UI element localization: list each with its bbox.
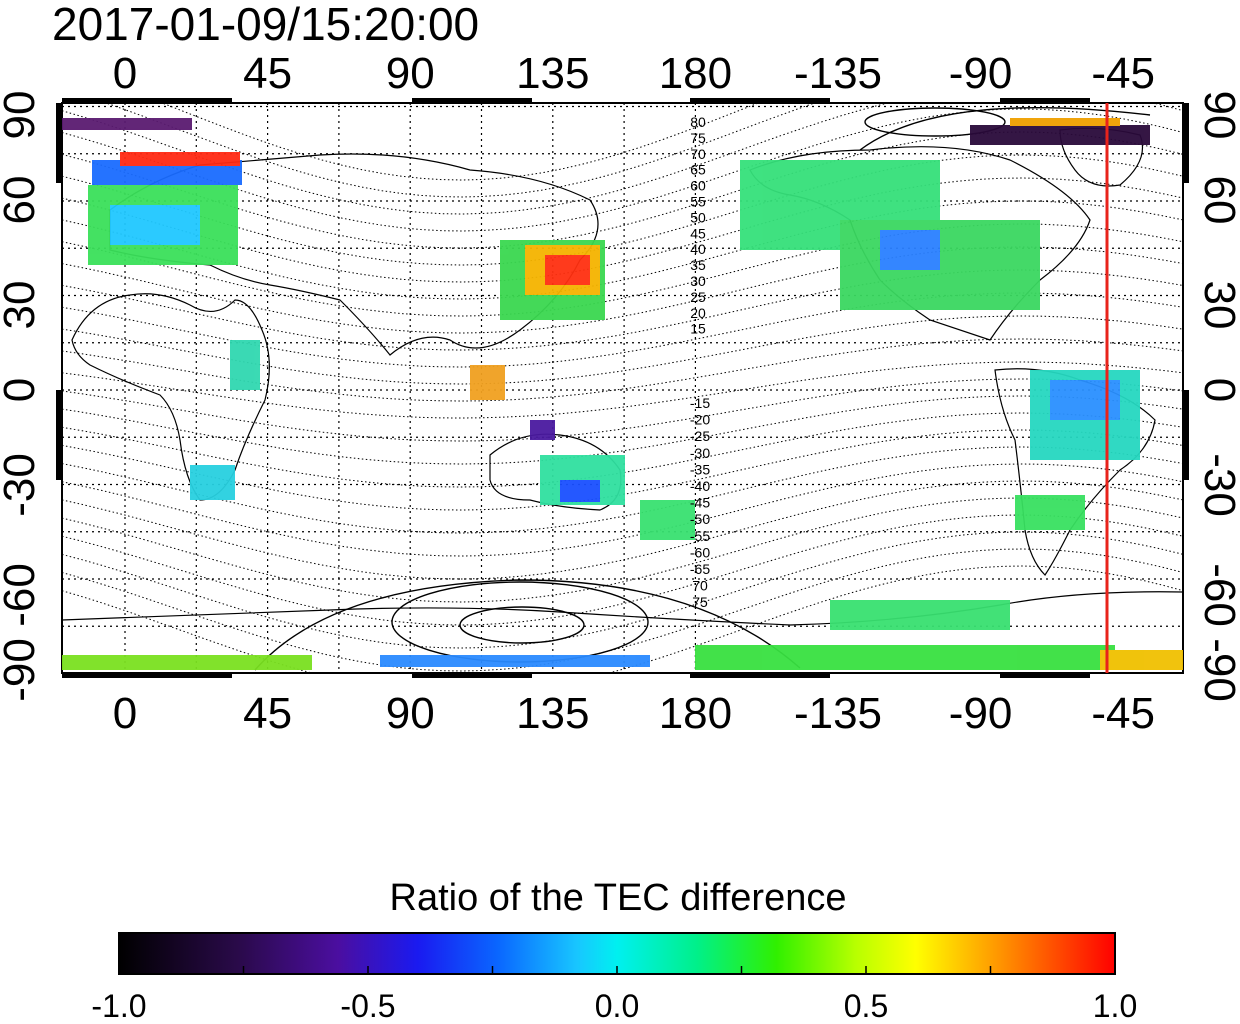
contour-label: -50 — [690, 511, 710, 527]
x-axis-bottom-labels: 0 45 90 135 180 -135 -90 -45 — [113, 689, 1155, 738]
contour-label: -55 — [690, 528, 710, 544]
x-tick-label: 135 — [516, 689, 589, 738]
contour-label: -15 — [690, 395, 710, 411]
y-tick-label: 90 — [0, 91, 44, 140]
contour-label: 45 — [690, 225, 706, 241]
contour-label: -45 — [690, 495, 710, 511]
contour-label: -20 — [690, 412, 710, 428]
x-tick-label: 180 — [659, 49, 732, 98]
contour-label: 25 — [690, 289, 706, 305]
contour-label: 20 — [690, 305, 706, 321]
south-magnetic-pole-ovals — [254, 106, 1151, 671]
x-tick-label: -45 — [1091, 689, 1155, 738]
y-tick-label: -60 — [0, 563, 44, 627]
contour-label: 15 — [690, 321, 706, 337]
y-tick-label: 30 — [1195, 281, 1240, 330]
contour-label: 80 — [690, 114, 706, 130]
y-tick-label: 90 — [1195, 91, 1240, 140]
contour-label: 65 — [690, 162, 706, 178]
x-tick-label: 45 — [243, 689, 292, 738]
x-tick-label: 0 — [113, 689, 137, 738]
colorbar-tick-label: -0.5 — [340, 988, 395, 1024]
x-tick-label: 90 — [386, 49, 435, 98]
contour-label: 75 — [692, 594, 708, 610]
x-tick-label: -135 — [794, 49, 882, 98]
y-tick-label: 0 — [0, 378, 44, 402]
contour-label: -25 — [690, 428, 710, 444]
x-axis-top-labels: 0 45 90 135 180 -135 -90 -45 — [113, 49, 1155, 98]
colorbar-tick-label: 1.0 — [1093, 988, 1137, 1024]
colorbar-tick-label: -1.0 — [91, 988, 146, 1024]
y-tick-label: 60 — [1195, 176, 1240, 225]
colorbar-title: Ratio of the TEC difference — [390, 877, 847, 919]
contour-label: -65 — [690, 561, 710, 577]
contour-label: -30 — [690, 445, 710, 461]
x-tick-label: 180 — [659, 689, 732, 738]
y-tick-label: -30 — [0, 453, 44, 517]
timestamp-title: 2017-01-09/15:20:00 — [52, 0, 479, 50]
contour-label: 30 — [690, 273, 706, 289]
colorbar-tick-label: 0.5 — [844, 988, 888, 1024]
contour-label: 75 — [690, 130, 706, 146]
y-tick-label: -30 — [1195, 453, 1240, 517]
y-tick-label: 0 — [1195, 378, 1240, 402]
y-tick-label: -60 — [1195, 563, 1240, 627]
contour-label: -60 — [690, 544, 710, 560]
colorbar-ticks: -1.0 -0.5 0.0 0.5 1.0 — [91, 966, 1137, 1024]
y-axis-right-labels: 90 60 30 0 -30 -60 -90 — [1195, 91, 1240, 702]
contour-label: 50 — [690, 209, 706, 225]
y-axis-left-labels: 90 60 30 0 -30 -60 -90 — [0, 91, 44, 702]
y-tick-label: -90 — [1195, 638, 1240, 702]
tec-observation-swaths — [62, 118, 1183, 670]
contour-label: 70 — [690, 146, 706, 162]
y-tick-label: -90 — [0, 638, 44, 702]
x-tick-label: -45 — [1091, 49, 1155, 98]
x-tick-label: 45 — [243, 49, 292, 98]
axis-tick-bars — [56, 98, 1189, 678]
contour-label: -35 — [690, 461, 710, 477]
x-tick-label: -90 — [949, 49, 1013, 98]
x-tick-label: 135 — [516, 49, 589, 98]
x-tick-label: -90 — [949, 689, 1013, 738]
y-tick-label: 30 — [0, 281, 44, 330]
contour-label: 55 — [690, 194, 706, 210]
x-tick-label: 0 — [113, 49, 137, 98]
contour-label: 60 — [690, 178, 706, 194]
coast-europe-africa — [71, 293, 270, 501]
x-tick-label: -135 — [794, 689, 882, 738]
x-tick-label: 90 — [386, 689, 435, 738]
contour-label: 35 — [690, 257, 706, 273]
colorbar-tick-label: 0.0 — [595, 988, 639, 1024]
contour-label: 70 — [692, 578, 708, 594]
contour-label: -40 — [690, 478, 710, 494]
y-tick-label: 60 — [0, 176, 44, 225]
contour-label: 40 — [690, 241, 706, 257]
